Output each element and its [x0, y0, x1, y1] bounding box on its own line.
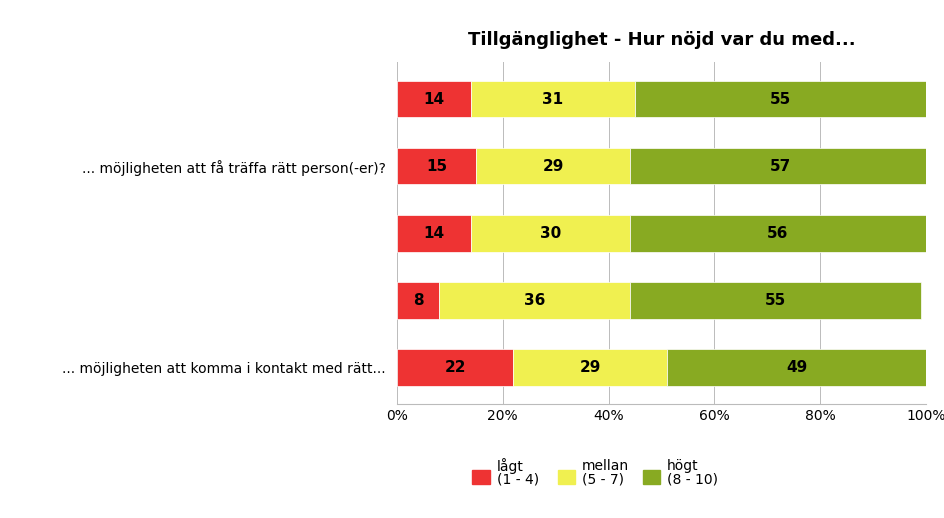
Text: 22: 22: [444, 359, 465, 375]
Bar: [396, 81, 470, 118]
Title: Tillgänglighet - Hur nöjd var du med...: Tillgänglighet - Hur nöjd var du med...: [467, 32, 854, 50]
Text: 36: 36: [523, 293, 545, 308]
Text: 55: 55: [764, 293, 785, 308]
Bar: [396, 282, 439, 319]
Bar: [629, 214, 925, 252]
Text: 56: 56: [767, 226, 788, 240]
Text: (5 - 7): (5 - 7): [582, 472, 623, 486]
Text: 14: 14: [423, 226, 444, 240]
Bar: [513, 349, 666, 385]
Bar: [476, 148, 629, 184]
Bar: [666, 349, 925, 385]
Bar: [629, 282, 919, 319]
Bar: [439, 282, 629, 319]
Text: (8 - 10): (8 - 10): [666, 472, 717, 486]
Text: 57: 57: [769, 159, 790, 174]
Bar: [629, 148, 931, 184]
Text: 14: 14: [423, 92, 444, 107]
Text: 15: 15: [426, 159, 447, 174]
Text: 29: 29: [542, 159, 564, 174]
Bar: [396, 148, 476, 184]
Text: 8: 8: [413, 293, 423, 308]
Text: mellan: mellan: [582, 459, 629, 473]
Text: 49: 49: [785, 359, 806, 375]
Text: lågt: lågt: [497, 458, 523, 474]
Bar: [396, 214, 470, 252]
Text: 31: 31: [542, 92, 563, 107]
Bar: [470, 214, 629, 252]
Text: 30: 30: [539, 226, 561, 240]
Text: 55: 55: [769, 92, 790, 107]
Bar: [396, 349, 513, 385]
Text: högt: högt: [666, 459, 698, 473]
Text: 29: 29: [579, 359, 600, 375]
Text: (1 - 4): (1 - 4): [497, 472, 539, 486]
Bar: [634, 81, 925, 118]
Bar: [470, 81, 634, 118]
